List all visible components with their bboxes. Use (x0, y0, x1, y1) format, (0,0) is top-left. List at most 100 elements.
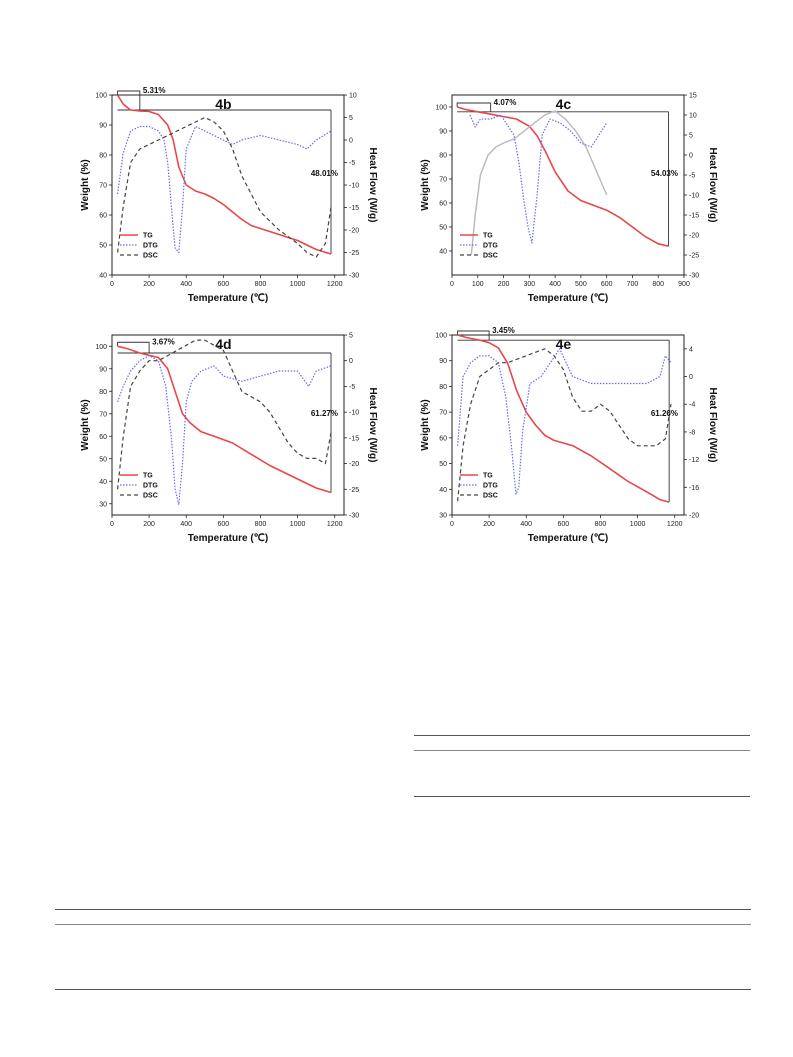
x-axis-title: Temperature (℃) (188, 533, 269, 544)
legend-label-tg: TG (143, 473, 153, 480)
plot-frame (111, 334, 345, 516)
y-tick-label: 30 (99, 501, 107, 508)
x-axis-title: Temperature (℃) (528, 533, 609, 544)
y2-tick-label: -8 (689, 429, 695, 436)
y-tick-label: 90 (439, 129, 447, 136)
y2-tick-label: 0 (689, 153, 693, 160)
legend-label-dtg: DTG (483, 243, 498, 250)
y-tick-label: 80 (439, 153, 447, 160)
y-tick-label: 70 (99, 183, 107, 190)
table-top-rule-right (414, 735, 750, 736)
legend-label-tg: TG (143, 233, 153, 240)
y2-tick-label: 5 (349, 333, 353, 340)
y2-tick-label: 0 (689, 374, 693, 381)
x-tick-label: 1200 (327, 521, 343, 528)
y-tick-label: 60 (439, 435, 447, 442)
y-tick-label: 40 (439, 249, 447, 256)
y2-tick-label: 5 (349, 115, 353, 122)
y-tick-label: 80 (99, 389, 107, 396)
x-tick-label: 700 (627, 281, 639, 288)
y2-tick-label: 4 (689, 346, 693, 353)
x-tick-label: 1000 (290, 281, 306, 288)
y2-tick-label: -10 (349, 410, 359, 417)
y-tick-label: 40 (99, 273, 107, 280)
series-line-dsc (117, 339, 332, 490)
x-tick-label: 0 (450, 281, 454, 288)
x-tick-label: 300 (523, 281, 535, 288)
y-tick-label: 50 (99, 243, 107, 250)
y2-tick-label: -25 (349, 487, 359, 494)
y-tick-label: 100 (435, 333, 447, 340)
chart-panel-4d: 0 200 400 600 800 1000 1200 30 40 50 60 70 80 90 100 -3… (70, 325, 390, 565)
y2-tick-label: -5 (349, 384, 355, 391)
series-line-dtg (469, 114, 608, 244)
y-tick-label: 60 (439, 201, 447, 208)
annotation-first-loss: 3.45% (492, 326, 515, 335)
annotation-first-loss: 4.07% (494, 98, 517, 107)
x-tick-label: 200 (483, 521, 495, 528)
x-tick-label: 800 (652, 281, 664, 288)
x-tick-label: 900 (678, 281, 690, 288)
y2-tick-label: -20 (689, 233, 699, 240)
y-tick-label: 70 (439, 410, 447, 417)
y2-tick-label: -20 (349, 228, 359, 235)
y-tick-label: 50 (439, 225, 447, 232)
plot-frame (451, 334, 685, 516)
x-tick-label: 1200 (667, 521, 683, 528)
series-line-dtg (457, 348, 672, 495)
y-tick-label: 90 (439, 358, 447, 365)
y2-tick-label: -25 (689, 253, 699, 260)
x-tick-label: 1000 (290, 521, 306, 528)
y2-tick-label: -10 (349, 183, 359, 190)
legend-label-dsc: DSC (143, 253, 158, 260)
first-step-bracket (457, 330, 490, 341)
x-tick-label: 400 (180, 521, 192, 528)
x-tick-label: 200 (143, 281, 155, 288)
y-tick-label: 30 (439, 513, 447, 520)
annotation-total-loss: 61.26% (651, 409, 678, 418)
x-tick-label: 600 (601, 281, 613, 288)
chart-svg-4d: 0 200 400 600 800 1000 120030405060708090100-3… (80, 333, 378, 545)
y2-tick-label: -20 (689, 513, 699, 520)
panel-label: 4c (556, 96, 572, 112)
y-axis-title: Weight (%) (80, 399, 91, 450)
panel-label: 4e (556, 336, 572, 352)
y2-tick-label: -16 (689, 485, 699, 492)
chart-svg-4c: 0 100 200 300 400 500 600 700 800 900405060708090… (420, 93, 718, 305)
annotation-first-loss: 5.31% (143, 86, 166, 95)
annotation-first-loss: 3.67% (152, 337, 175, 346)
y-tick-label: 40 (439, 487, 447, 494)
y2-axis-title: Heat Flow (W/g) (367, 388, 378, 463)
y-tick-label: 40 (99, 479, 107, 486)
chart-panel-4c: 0 100 200 300 400 500 600 700 800 900 40 50 60 70 80 90… (410, 85, 730, 325)
chart-panel-4b: 0 200 400 600 800 1000 1200 40 50 60 70 80 90 100 -30-… (70, 85, 390, 325)
x-tick-label: 100 (472, 281, 484, 288)
y-axis-title: Weight (%) (80, 159, 91, 210)
panel-label: 4d (215, 336, 231, 352)
x-tick-label: 0 (450, 521, 454, 528)
y2-axis-title: Heat Flow (W/g) (707, 148, 718, 223)
x-tick-label: 600 (218, 281, 230, 288)
legend-label-dsc: DSC (143, 493, 158, 500)
chart-svg-4e: 0 200 400 600 800 1000 120030405060708090100-2… (420, 326, 718, 544)
y2-tick-label: -15 (689, 213, 699, 220)
x-axis-title: Temperature (℃) (528, 293, 609, 304)
table-bottom-rule-right (414, 796, 750, 797)
y-tick-label: 100 (95, 93, 107, 100)
table-top-rule-wide (55, 909, 751, 910)
y2-tick-label: -15 (349, 205, 359, 212)
series-line-dsc (470, 110, 608, 256)
y2-tick-label: -30 (349, 513, 359, 520)
table-bottom-rule-wide (55, 989, 751, 990)
y2-axis-title: Heat Flow (W/g) (707, 388, 718, 463)
y2-tick-label: -30 (689, 273, 699, 280)
chart-panel-4e: 0 200 400 600 800 1000 1200 30 40 50 60 70 80 90 100 -2… (410, 325, 730, 565)
y-tick-label: 80 (439, 384, 447, 391)
first-step-bracket (456, 102, 492, 112)
table-header-rule-wide (55, 924, 751, 925)
x-tick-label: 600 (558, 521, 570, 528)
annotation-total-loss: 54.03% (651, 169, 678, 178)
x-tick-label: 500 (575, 281, 587, 288)
x-tick-label: 800 (255, 521, 267, 528)
legend-label-dsc: DSC (483, 253, 498, 260)
